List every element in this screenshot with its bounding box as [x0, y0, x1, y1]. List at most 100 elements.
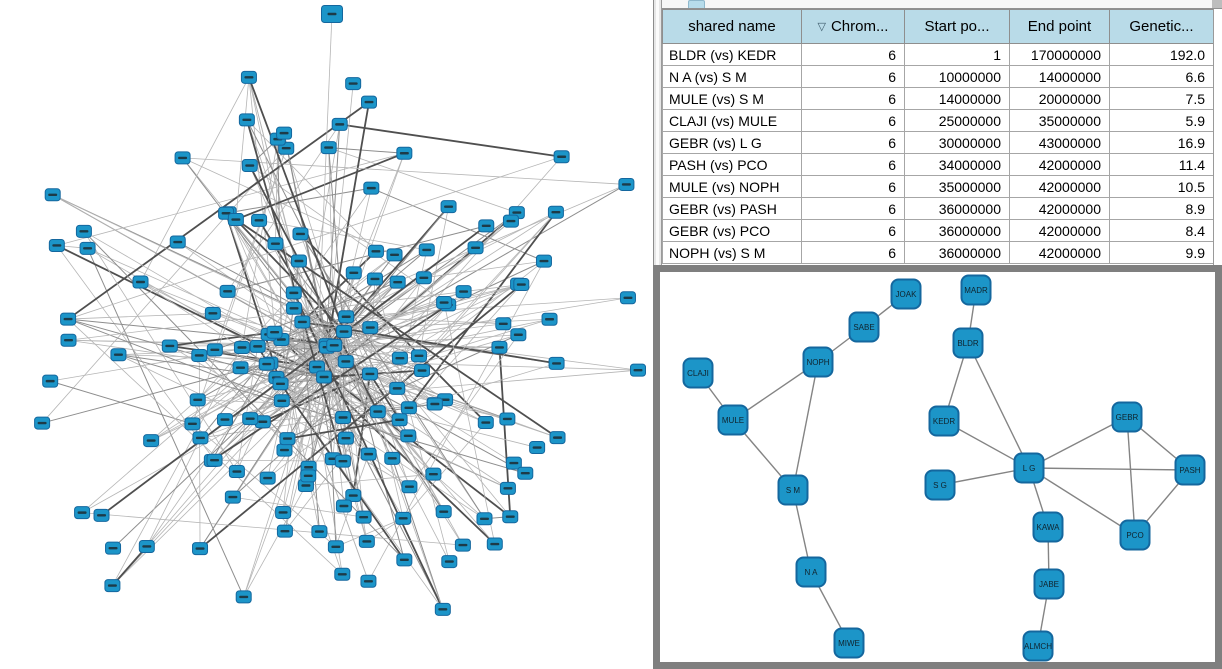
detail-node-JOAK[interactable] — [890, 278, 922, 310]
table-cell[interactable]: 43000000 — [1009, 131, 1110, 154]
detail-node-N A[interactable] — [795, 556, 827, 588]
table-cell[interactable]: N A (vs) S M — [662, 65, 802, 88]
table-cell[interactable]: 36000000 — [904, 241, 1010, 264]
detail-node-MULE[interactable] — [717, 404, 749, 436]
table-cell[interactable]: 36000000 — [904, 219, 1010, 242]
table-row[interactable]: PASH (vs) PCO 6 34000000 42000000 11.4 — [662, 153, 1214, 176]
detail-edge-GEBR-PCO[interactable] — [1126, 416, 1136, 536]
column-header-end-point[interactable]: End point — [1009, 9, 1110, 44]
table-cell[interactable]: 34000000 — [904, 153, 1010, 176]
table-cell[interactable]: 14000000 — [904, 87, 1010, 110]
table-cell[interactable]: 42000000 — [1009, 175, 1110, 198]
table-cell[interactable]: 5.9 — [1109, 109, 1214, 132]
detail-node-ALMCH[interactable] — [1022, 630, 1054, 662]
table-row[interactable]: N A (vs) S M 6 10000000 14000000 6.6 — [662, 65, 1214, 88]
detail-node-KAWA[interactable] — [1032, 511, 1064, 543]
table-row[interactable]: NOPH (vs) S M 6 36000000 42000000 9.9 — [662, 241, 1214, 264]
overview-network-canvas[interactable] — [0, 0, 653, 669]
table-cell[interactable]: 10.5 — [1109, 175, 1214, 198]
detail-edge-L G-GEBR[interactable] — [1028, 416, 1128, 469]
table-cell[interactable]: 6 — [801, 87, 905, 110]
detail-node-PASH[interactable] — [1174, 454, 1206, 486]
table-cell[interactable]: 35000000 — [904, 175, 1010, 198]
table-cell[interactable]: 30000000 — [904, 131, 1010, 154]
detail-network-panel[interactable]: JOAK MADR SABE NOPH BLDR CLAJI MULE KEDR GEBR L G… — [653, 265, 1222, 669]
table-cell[interactable]: 6 — [801, 43, 905, 66]
table-cell[interactable]: 6 — [801, 153, 905, 176]
table-left-scroll-strip[interactable] — [653, 0, 662, 265]
detail-edge-L G-PASH[interactable] — [1028, 467, 1191, 471]
table-cell[interactable]: 8.4 — [1109, 219, 1214, 242]
table-cell[interactable]: 16.9 — [1109, 131, 1214, 154]
table-cell[interactable]: 9.9 — [1109, 241, 1214, 264]
detail-node-NOPH[interactable] — [802, 346, 834, 378]
detail-node-JABE[interactable] — [1033, 568, 1065, 600]
detail-node-S M[interactable] — [777, 474, 809, 506]
table-cell[interactable]: GEBR (vs) PASH — [662, 197, 802, 220]
toolbar-button-fragment[interactable] — [688, 0, 705, 8]
table-cell[interactable]: NOPH (vs) S M — [662, 241, 802, 264]
detail-node-BLDR[interactable] — [952, 327, 984, 359]
table-cell[interactable]: 10000000 — [904, 65, 1010, 88]
detail-node-MADR[interactable] — [960, 274, 992, 306]
table-cell[interactable]: MULE (vs) NOPH — [662, 175, 802, 198]
table-cell[interactable]: MULE (vs) S M — [662, 87, 802, 110]
table-cell[interactable]: 36000000 — [904, 197, 1010, 220]
detail-edge-BLDR-L G[interactable] — [967, 342, 1030, 469]
table-row[interactable]: CLAJI (vs) MULE 6 25000000 35000000 5.9 — [662, 109, 1214, 132]
table-cell[interactable]: 6 — [801, 131, 905, 154]
table-row[interactable]: GEBR (vs) PCO 6 36000000 42000000 8.4 — [662, 219, 1214, 242]
detail-node-S G[interactable] — [924, 469, 956, 501]
table-cell[interactable]: PASH (vs) PCO — [662, 153, 802, 176]
table-cell[interactable]: 7.5 — [1109, 87, 1214, 110]
overview-edge — [371, 187, 545, 262]
detail-node-PCO[interactable] — [1119, 519, 1151, 551]
table-cell[interactable]: 11.4 — [1109, 153, 1214, 176]
table-cell[interactable]: 6 — [801, 175, 905, 198]
table-cell[interactable]: 6 — [801, 241, 905, 264]
table-cell[interactable]: 6 — [801, 65, 905, 88]
table-cell[interactable]: 42000000 — [1009, 153, 1110, 176]
detail-edge-L G-PCO[interactable] — [1028, 467, 1136, 536]
table-cell[interactable]: 20000000 — [1009, 87, 1110, 110]
table-cell[interactable]: GEBR (vs) L G — [662, 131, 802, 154]
table-cell[interactable]: 6 — [801, 197, 905, 220]
table-cell[interactable]: BLDR (vs) KEDR — [662, 43, 802, 66]
detail-node-SABE[interactable] — [848, 311, 880, 343]
table-cell[interactable]: 42000000 — [1009, 197, 1110, 220]
table-cell[interactable]: 1 — [904, 43, 1010, 66]
table-row[interactable]: BLDR (vs) KEDR 6 1 170000000 192.0 — [662, 43, 1214, 66]
detail-node-L G[interactable] — [1013, 452, 1045, 484]
table-cell[interactable]: CLAJI (vs) MULE — [662, 109, 802, 132]
column-header-shared-name[interactable]: shared name — [662, 9, 802, 44]
table-cell[interactable]: 14000000 — [1009, 65, 1110, 88]
overview-node-label — [338, 416, 348, 419]
table-cell[interactable]: 42000000 — [1009, 241, 1110, 264]
table-cell[interactable]: 8.9 — [1109, 197, 1214, 220]
detail-node-KEDR[interactable] — [928, 405, 960, 437]
detail-edge-NOPH-S M[interactable] — [792, 361, 819, 491]
column-header-genetic-[interactable]: Genetic... — [1109, 9, 1214, 44]
table-cell[interactable]: 35000000 — [1009, 109, 1110, 132]
column-header-start-po-[interactable]: Start po... — [904, 9, 1010, 44]
detail-node-GEBR[interactable] — [1111, 401, 1143, 433]
overview-network-panel[interactable] — [0, 0, 653, 669]
table-cell[interactable]: 6.6 — [1109, 65, 1214, 88]
table-row[interactable]: GEBR (vs) PASH 6 36000000 42000000 8.9 — [662, 197, 1214, 220]
table-cell[interactable]: 6 — [801, 109, 905, 132]
table-cell[interactable]: GEBR (vs) PCO — [662, 219, 802, 242]
table-row[interactable]: MULE (vs) NOPH 6 35000000 42000000 10.5 — [662, 175, 1214, 198]
table-row[interactable]: GEBR (vs) L G 6 30000000 43000000 16.9 — [662, 131, 1214, 154]
table-cell[interactable]: 6 — [801, 219, 905, 242]
table-cell[interactable]: 170000000 — [1009, 43, 1110, 66]
table-cell[interactable]: 192.0 — [1109, 43, 1214, 66]
column-header-chrom-[interactable]: ▽ Chrom... — [801, 9, 905, 44]
filter-icon[interactable]: ▽ — [817, 21, 826, 33]
table-cell[interactable]: 25000000 — [904, 109, 1010, 132]
detail-node-MIWE[interactable] — [833, 627, 865, 659]
edge-table[interactable]: shared name ▽ Chrom... Start po... End point… — [662, 9, 1214, 264]
detail-node-CLAJI[interactable] — [682, 357, 714, 389]
table-cell[interactable]: 42000000 — [1009, 219, 1110, 242]
table-row[interactable]: MULE (vs) S M 6 14000000 20000000 7.5 — [662, 87, 1214, 110]
